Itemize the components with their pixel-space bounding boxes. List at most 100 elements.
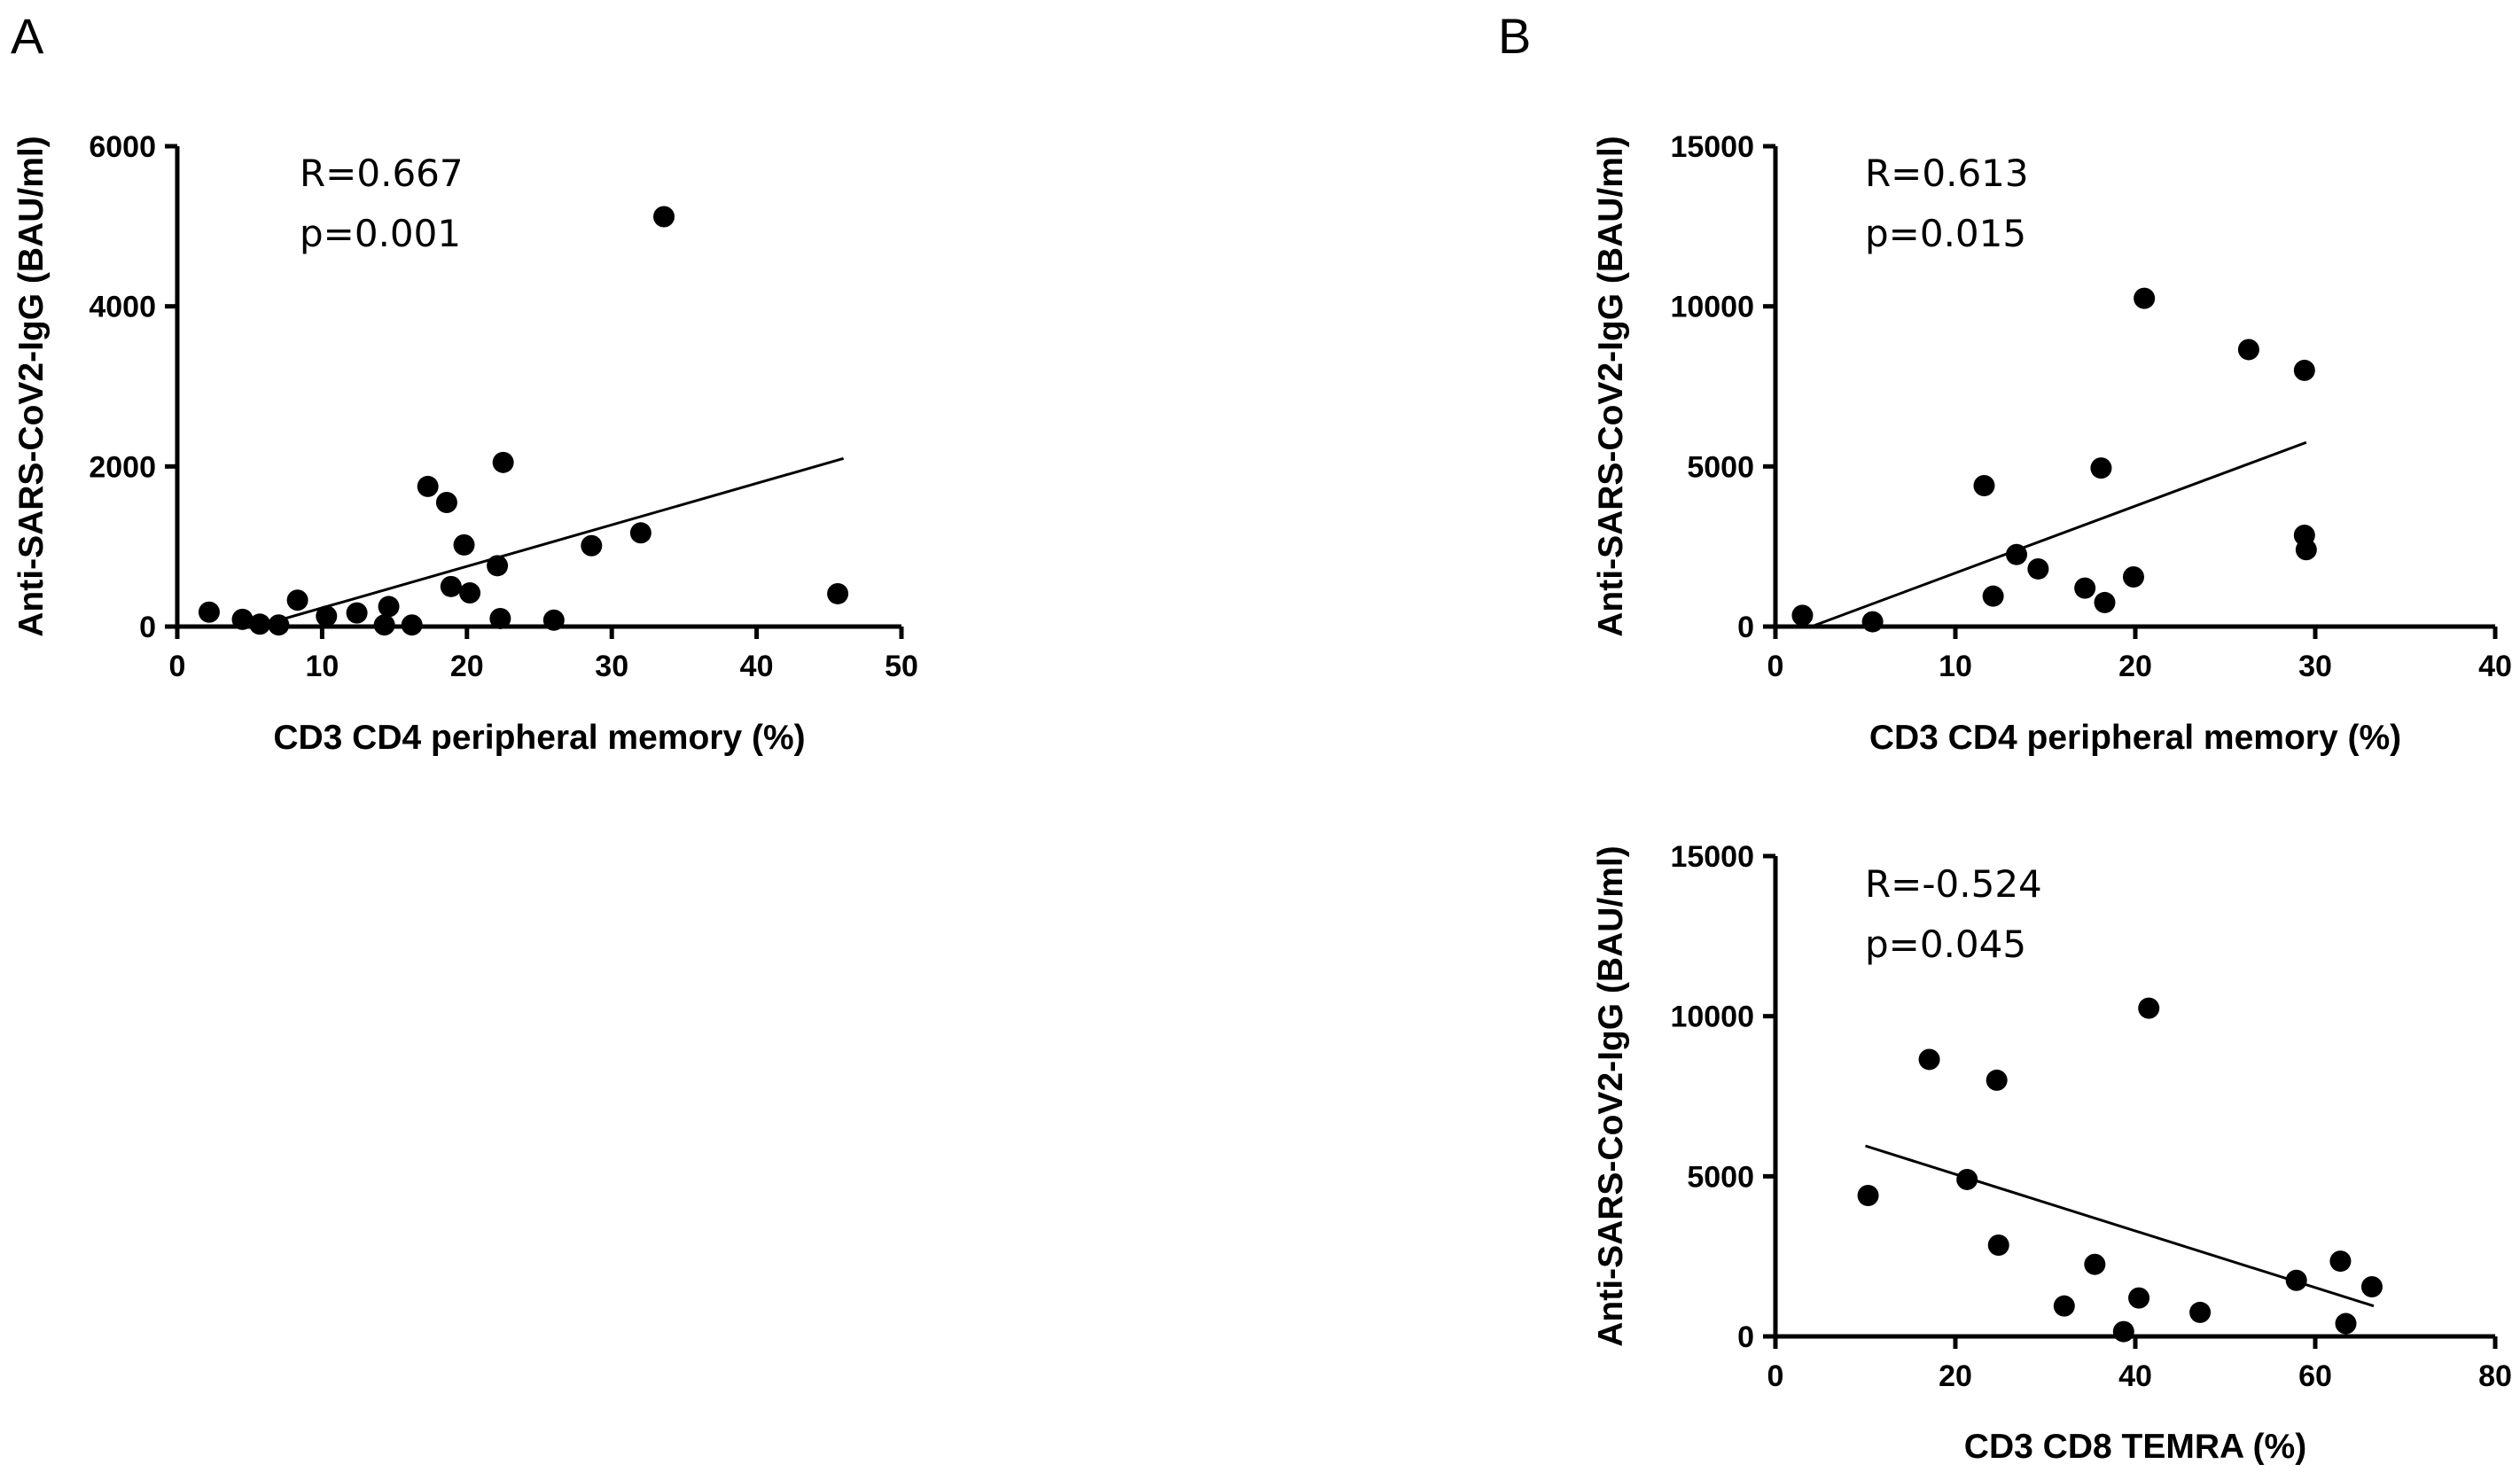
data-point [2335,1312,2357,1335]
y-tick-label: 5000 [1687,1160,1754,1194]
data-point [2094,591,2116,613]
data-point [346,602,368,624]
chart-b-top: 0 10 20 30 40 0 5000 10000 15000 CD3 CD4 peripher… [1592,130,2512,757]
y-tick-label: 15000 [1670,130,1754,164]
regression-line [256,456,845,628]
x-tick-label: 40 [2478,650,2512,683]
data-point [316,605,338,627]
data-point [581,534,603,557]
data-point [1973,475,1995,497]
x-tick-label: 20 [2118,650,2152,683]
data-point [2084,1253,2106,1275]
x-axis-label: CD3 CD4 peripheral memory (%) [273,719,805,757]
x-tick-label: 0 [1767,1359,1784,1393]
data-point [2293,359,2315,381]
data-point [2237,339,2259,361]
y-axis-label: Anti-SARS-CoV2-IgG (BAU/ml) [1592,136,1630,636]
x-tick-label: 40 [2118,1359,2152,1393]
x-tick-label: 10 [1939,650,1972,683]
data-point [489,607,511,629]
data-point [2329,1250,2352,1273]
data-point [1791,604,1814,627]
data-point [629,522,651,544]
x-tick-label: 50 [885,650,918,683]
data-point [1982,585,2004,607]
data-point [2074,577,2096,599]
data-point [2006,543,2028,565]
panel-label-a: A [11,8,44,64]
x-tick-label: 80 [2478,1359,2512,1393]
y-tick-label: 10000 [1670,1001,1754,1034]
y-tick-label: 5000 [1687,450,1754,484]
data-point [249,613,271,635]
data-point [459,582,481,604]
x-tick-label: 0 [169,650,186,683]
data-point [231,608,254,630]
x-tick-label: 10 [305,650,339,683]
data-point [2128,1287,2150,1309]
y-tick-label: 15000 [1670,840,1754,874]
x-axis-label: CD3 CD4 peripheral memory (%) [1869,719,2401,757]
data-point [440,575,462,597]
data-point [373,614,395,636]
y-axis-label: Anti-SARS-CoV2-IgG (BAU/ml) [1592,845,1630,1346]
x-tick-label: 60 [2298,1359,2332,1393]
data-point [2122,565,2144,588]
x-tick-label: 30 [2298,650,2332,683]
y-tick-label: 2000 [89,450,156,484]
data-point [2112,1320,2134,1343]
data-point [2134,287,2156,309]
data-point [1918,1048,1940,1071]
p-annotation: p=0.015 [1865,212,2026,255]
data-point [286,589,308,611]
x-tick-label: 40 [740,650,774,683]
data-point [453,534,475,556]
y-tick-label: 0 [1737,611,1754,644]
data-point [2090,457,2112,479]
data-point [2189,1301,2212,1323]
data-point [827,582,849,604]
data-point [487,555,509,577]
r-annotation: R=0.613 [1865,152,2029,195]
data-point [268,614,290,636]
y-tick-label: 0 [1737,1320,1754,1354]
chart-a: 0 10 20 30 40 50 0 2000 4000 6000 CD3 CD4 peripher… [12,130,918,757]
data-point [542,609,565,631]
p-annotation: p=0.001 [300,212,461,255]
x-tick-label: 0 [1767,650,1784,683]
data-point [2285,1269,2307,1291]
chart-b-bottom: 0 20 40 60 80 0 5000 10000 15000 CD3 CD8 TEMRA (%… [1592,840,2512,1466]
y-tick-label: 0 [139,611,156,644]
data-point [1956,1168,1978,1190]
y-tick-label: 4000 [89,291,156,324]
data-point [2138,997,2160,1019]
data-point [1861,611,1884,633]
data-point [435,491,457,513]
data-point [378,596,400,618]
x-tick-label: 30 [595,650,628,683]
data-point [198,601,220,623]
panel-label-b: B [1498,8,1531,64]
data-point [1857,1185,1879,1207]
x-tick-label: 20 [1939,1359,1972,1393]
y-axis-label: Anti-SARS-CoV2-IgG (BAU/ml) [12,136,51,636]
y-tick-label: 10000 [1670,291,1754,324]
data-point [1986,1069,2008,1091]
x-tick-label: 20 [450,650,484,683]
data-point [653,206,675,228]
data-point [401,614,423,636]
r-annotation: R=0.667 [300,152,464,195]
data-point [492,451,514,473]
p-annotation: p=0.045 [1865,923,2026,966]
data-point [1987,1234,2009,1257]
data-point [2053,1295,2075,1317]
data-point [2295,539,2317,561]
y-tick-label: 6000 [89,130,156,164]
data-point [2360,1275,2383,1297]
data-point [417,475,439,497]
data-point [2027,557,2049,580]
regression-line [1811,440,2307,628]
r-annotation: R=-0.524 [1865,862,2042,906]
x-axis-label: CD3 CD8 TEMRA (%) [1964,1428,2306,1466]
